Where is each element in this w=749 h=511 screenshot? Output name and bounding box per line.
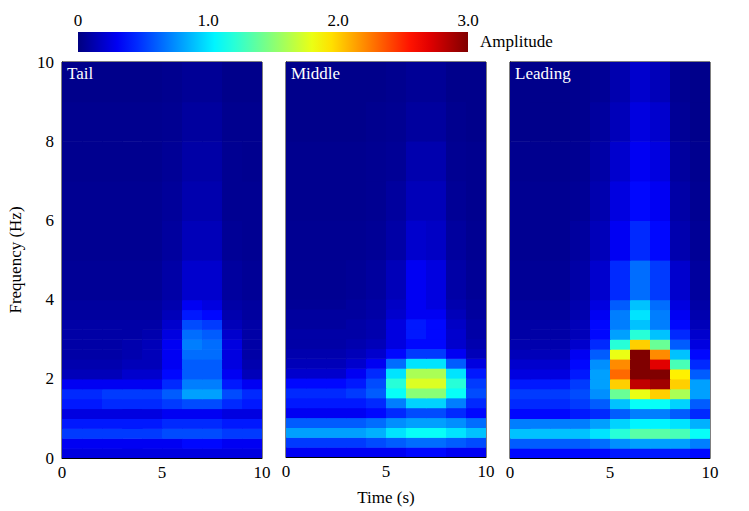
svg-text:0: 0 [74,11,83,30]
svg-text:10: 10 [478,462,495,481]
svg-text:2: 2 [46,369,55,388]
svg-text:3.0: 3.0 [457,11,478,30]
svg-text:1.0: 1.0 [197,11,218,30]
svg-text:2.0: 2.0 [327,11,348,30]
svg-text:10: 10 [702,463,719,482]
svg-text:6: 6 [46,211,55,230]
svg-text:8: 8 [46,132,55,151]
svg-text:10: 10 [37,53,54,72]
svg-text:Leading: Leading [515,64,571,83]
svg-text:5: 5 [606,463,615,482]
svg-text:0: 0 [282,462,291,481]
svg-text:0: 0 [46,449,55,468]
svg-text:Tail: Tail [67,64,93,83]
svg-text:0: 0 [58,463,67,482]
svg-text:5: 5 [158,463,167,482]
svg-text:Middle: Middle [291,64,340,83]
svg-text:Frequency (Hz): Frequency (Hz) [6,206,25,313]
svg-text:10: 10 [254,463,271,482]
svg-text:0: 0 [506,463,515,482]
svg-text:Amplitude: Amplitude [480,32,553,51]
svg-text:4: 4 [46,290,55,309]
svg-text:5: 5 [382,462,391,481]
svg-text:Time (s): Time (s) [357,488,414,507]
